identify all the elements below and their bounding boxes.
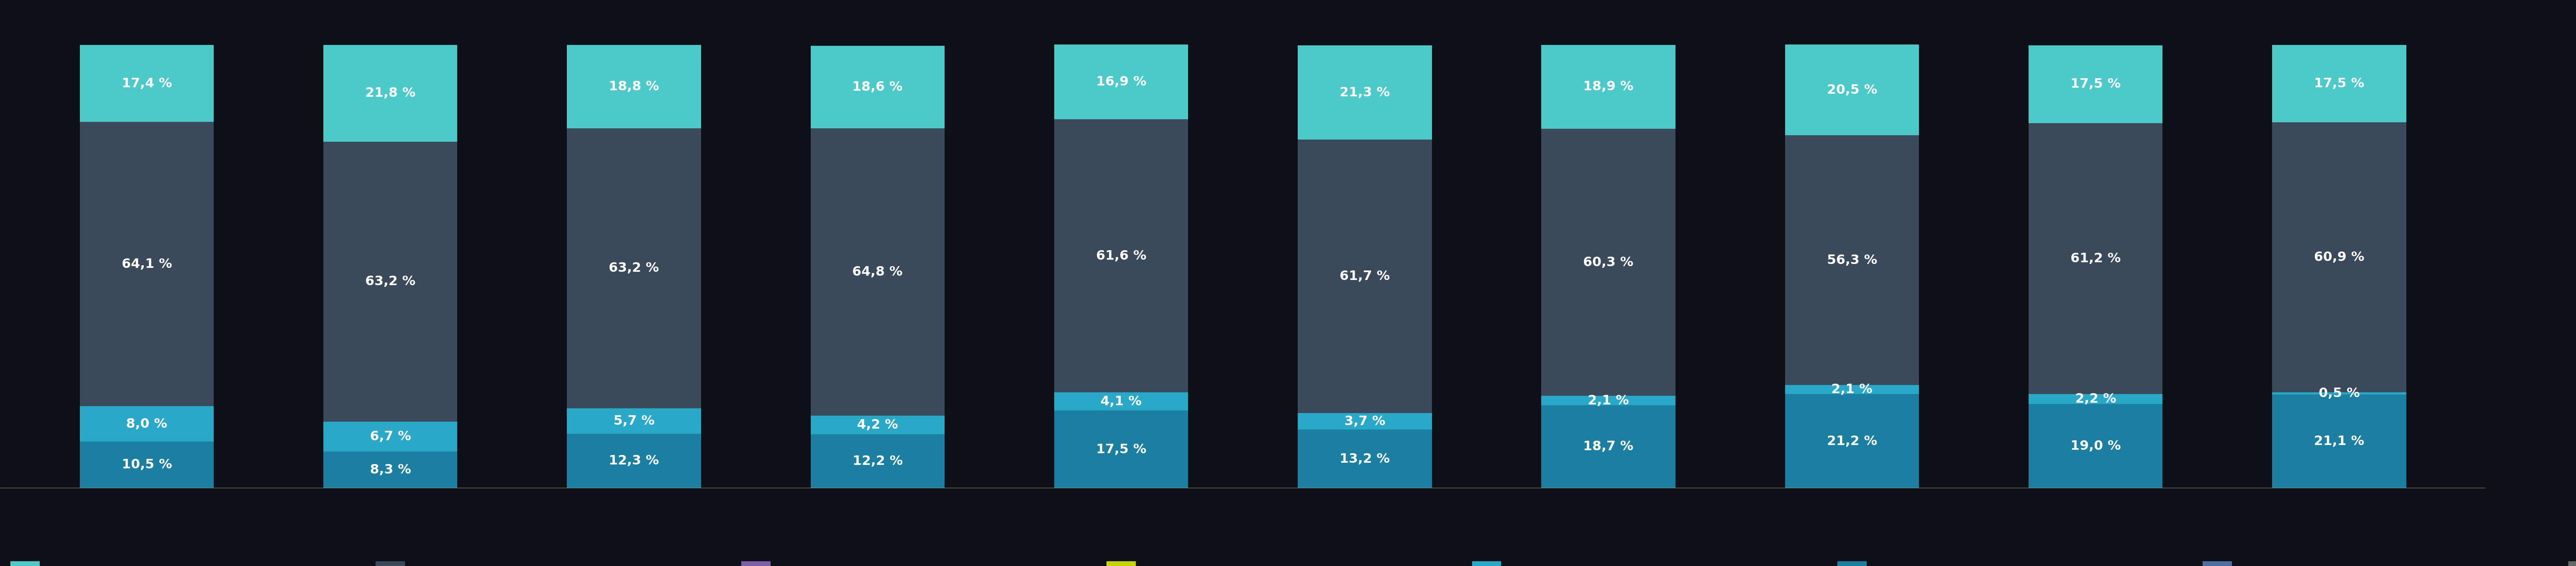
Text: 19,0 %: 19,0 % — [2071, 440, 2120, 452]
Bar — [1298, 45, 1432, 140]
Text: 64,1 %: 64,1 % — [121, 258, 173, 271]
Text: 2,2 %: 2,2 % — [2076, 393, 2115, 405]
Bar — [567, 45, 701, 128]
Bar — [1540, 45, 1674, 128]
Bar — [2030, 123, 2164, 394]
Bar — [1054, 119, 1188, 392]
Bar — [1540, 405, 1674, 488]
Text: 12,2 %: 12,2 % — [853, 455, 902, 468]
Text: 16,9 %: 16,9 % — [1095, 76, 1146, 88]
Bar — [1054, 410, 1188, 488]
Text: 21,2 %: 21,2 % — [1826, 435, 1878, 448]
Bar — [80, 122, 214, 406]
Bar — [1540, 128, 1674, 396]
Text: 13,2 %: 13,2 % — [1340, 453, 1391, 465]
Text: 21,3 %: 21,3 % — [1340, 86, 1391, 99]
Bar — [1785, 394, 1919, 488]
FancyBboxPatch shape — [742, 561, 770, 566]
Text: 2,1 %: 2,1 % — [1832, 383, 1873, 396]
Text: 18,6 %: 18,6 % — [853, 81, 902, 93]
Text: 63,2 %: 63,2 % — [366, 275, 415, 288]
Bar — [80, 406, 214, 441]
Text: 3,7 %: 3,7 % — [1345, 415, 1386, 428]
Text: 6,7 %: 6,7 % — [371, 430, 412, 443]
Text: 17,5 %: 17,5 % — [2071, 78, 2120, 91]
Text: 17,4 %: 17,4 % — [121, 77, 173, 90]
Text: 17,5 %: 17,5 % — [2313, 78, 2365, 90]
FancyBboxPatch shape — [1837, 561, 1868, 566]
Bar — [811, 128, 945, 415]
Bar — [811, 46, 945, 128]
Bar — [1785, 385, 1919, 394]
Bar — [1298, 140, 1432, 413]
Text: 21,8 %: 21,8 % — [366, 87, 415, 100]
Text: 21,1 %: 21,1 % — [2313, 435, 2365, 448]
Text: 63,2 %: 63,2 % — [608, 262, 659, 275]
Text: 61,2 %: 61,2 % — [2071, 252, 2120, 265]
Text: 18,9 %: 18,9 % — [1584, 80, 1633, 93]
Bar — [80, 45, 214, 122]
FancyBboxPatch shape — [1108, 561, 1136, 566]
Bar — [1540, 396, 1674, 405]
Bar — [1785, 135, 1919, 385]
Text: 5,7 %: 5,7 % — [613, 415, 654, 427]
Bar — [2030, 404, 2164, 488]
Bar — [2272, 392, 2406, 395]
FancyBboxPatch shape — [10, 561, 39, 566]
Text: 2,1 %: 2,1 % — [1587, 395, 1628, 407]
Bar — [1054, 392, 1188, 410]
Bar — [325, 142, 459, 422]
Bar — [567, 434, 701, 488]
Bar — [1785, 45, 1919, 135]
Bar — [2030, 394, 2164, 404]
FancyBboxPatch shape — [376, 561, 404, 566]
Text: 61,7 %: 61,7 % — [1340, 270, 1391, 283]
Text: 0,5 %: 0,5 % — [2318, 387, 2360, 400]
Bar — [325, 451, 459, 488]
Text: 60,9 %: 60,9 % — [2313, 251, 2365, 264]
Text: 64,8 %: 64,8 % — [853, 265, 902, 278]
Bar — [325, 45, 459, 142]
Bar — [2272, 45, 2406, 122]
Text: 17,5 %: 17,5 % — [1095, 443, 1146, 456]
Bar — [2272, 122, 2406, 392]
Bar — [1298, 430, 1432, 488]
Text: 18,8 %: 18,8 % — [608, 80, 659, 93]
FancyBboxPatch shape — [2202, 561, 2231, 566]
Text: 8,3 %: 8,3 % — [371, 464, 412, 476]
Bar — [1298, 413, 1432, 430]
Text: 12,3 %: 12,3 % — [608, 454, 659, 467]
Text: 10,5 %: 10,5 % — [121, 458, 173, 471]
Text: 8,0 %: 8,0 % — [126, 418, 167, 430]
Bar — [567, 128, 701, 408]
Bar — [1054, 45, 1188, 119]
Text: 20,5 %: 20,5 % — [1826, 84, 1878, 96]
FancyBboxPatch shape — [2568, 561, 2576, 566]
Bar — [567, 408, 701, 434]
Bar — [2030, 45, 2164, 123]
Bar — [811, 415, 945, 434]
FancyBboxPatch shape — [1471, 561, 1502, 566]
Bar — [325, 422, 459, 451]
Bar — [811, 434, 945, 488]
Text: 18,7 %: 18,7 % — [1584, 440, 1633, 453]
Bar — [80, 441, 214, 488]
Text: 4,1 %: 4,1 % — [1100, 395, 1141, 408]
Text: 56,3 %: 56,3 % — [1826, 254, 1878, 267]
Text: 60,3 %: 60,3 % — [1584, 256, 1633, 269]
Text: 61,6 %: 61,6 % — [1095, 250, 1146, 262]
Bar — [2272, 395, 2406, 488]
Text: 4,2 %: 4,2 % — [858, 418, 899, 431]
